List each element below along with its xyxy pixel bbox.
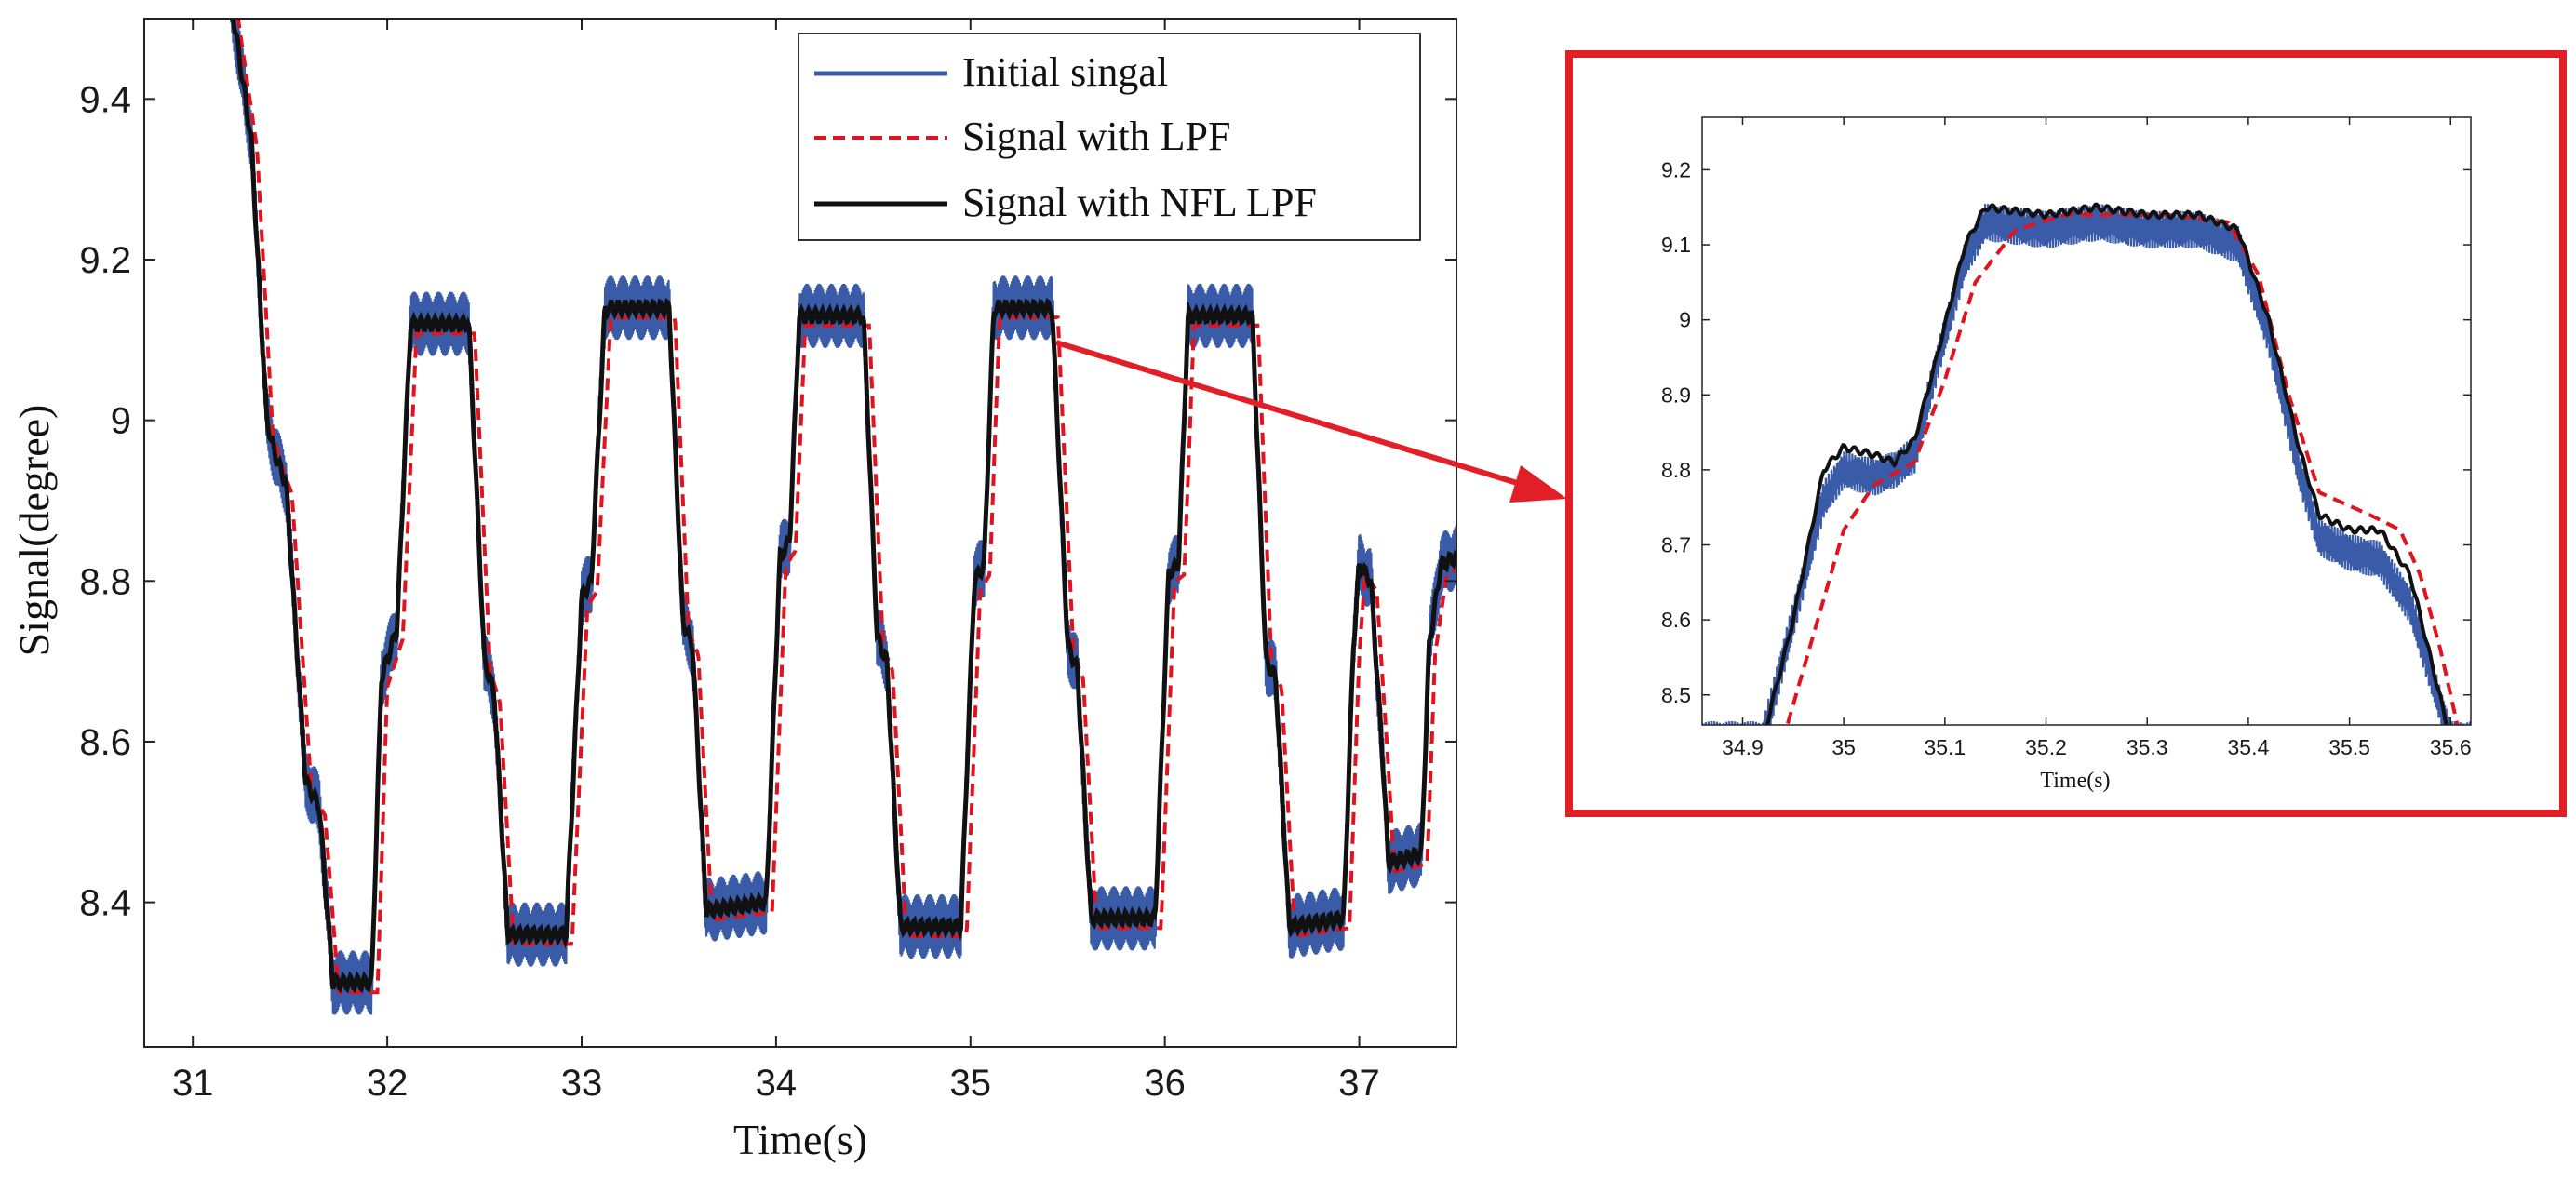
main-series-lpf xyxy=(235,19,1456,995)
zoom-y-tick-label: 8.8 xyxy=(1661,458,1691,482)
zoom-plot-lines xyxy=(1702,202,2471,725)
zoom-y-tick-label: 9.2 xyxy=(1661,157,1691,181)
legend-label-initial: Initial singal xyxy=(962,49,1168,95)
zoom-callout-arrow xyxy=(1055,340,1567,503)
zoom-series-lpf xyxy=(1785,212,2460,725)
zoom-x-tick-label: 35.3 xyxy=(2127,735,2168,759)
main-y-tick-label: 8.6 xyxy=(79,722,131,763)
zoom-y-tick-label: 9 xyxy=(1679,308,1691,332)
zoom-plot-frame xyxy=(1701,116,2472,726)
main-x-tick-label: 37 xyxy=(1338,1063,1380,1104)
zoom-x-tick-label: 35.1 xyxy=(1924,735,1966,759)
zoom-y-tick-label: 8.5 xyxy=(1661,683,1691,707)
main-x-tick-label: 36 xyxy=(1144,1063,1186,1104)
main-ticks: 31 32 33 34 35 36 37 8.4 8.6 8.8 9 9.2 9.4 xyxy=(79,19,1456,1104)
zoom-series-nfl xyxy=(1764,202,2449,725)
main-y-tick-label: 9.4 xyxy=(79,79,131,120)
zoom-x-tick-label: 35.4 xyxy=(2228,735,2270,759)
zoom-series-initial xyxy=(1702,204,2471,725)
zoom-inset-border xyxy=(1565,50,2567,817)
main-x-tick-label: 31 xyxy=(172,1063,214,1104)
legend: Initial singal Signal with LPF Signal wi… xyxy=(798,33,1421,241)
zoom-y-tick-label: 8.7 xyxy=(1661,533,1691,557)
zoom-x-tick-label: 34.9 xyxy=(1722,735,1764,759)
main-y-axis-label: Signal(degree) xyxy=(10,405,58,657)
zoom-x-axis-label: Time(s) xyxy=(2040,769,2110,793)
zoom-x-tick-label: 35.2 xyxy=(2025,735,2067,759)
legend-label-nfl: Signal with NFL LPF xyxy=(962,180,1317,225)
main-y-tick-label: 9.2 xyxy=(79,240,131,281)
main-plot-lines xyxy=(230,19,1456,1015)
main-y-tick-label: 9 xyxy=(111,401,131,442)
arrow-line xyxy=(1055,340,1527,489)
zoom-x-tick-label: 35 xyxy=(1831,735,1856,759)
zoom-x-tick-label: 35.6 xyxy=(2430,735,2472,759)
main-y-tick-label: 8.4 xyxy=(79,883,131,924)
arrow-head xyxy=(1509,465,1567,503)
main-chart: 31 32 33 34 35 36 37 8.4 8.6 8.8 9 9.2 9.4 Initial s… xyxy=(10,18,1457,1163)
main-x-tick-label: 32 xyxy=(367,1063,409,1104)
zoom-x-tick-label: 35.5 xyxy=(2328,735,2370,759)
main-x-tick-label: 35 xyxy=(950,1063,992,1104)
main-series-nfl xyxy=(230,19,1456,994)
main-x-axis-label: Time(s) xyxy=(733,1116,867,1163)
legend-label-lpf: Signal with LPF xyxy=(962,114,1231,159)
zoom-ticks: 34.9 35 35.1 35.2 35.3 35.4 35.5 35.6 8.5 8.6 8.7 8… xyxy=(1661,117,2472,759)
zoom-inset: 34.9 35 35.1 35.2 35.3 35.4 35.5 35.6 8.5 8.6 8.7 8… xyxy=(1565,50,2567,817)
zoom-y-tick-label: 9.1 xyxy=(1661,233,1691,257)
main-x-tick-label: 33 xyxy=(561,1063,603,1104)
main-plot-frame xyxy=(143,18,1457,1048)
main-x-tick-label: 34 xyxy=(756,1063,798,1104)
main-y-tick-label: 8.8 xyxy=(79,561,131,602)
zoom-y-tick-label: 8.9 xyxy=(1661,382,1691,407)
zoom-y-tick-label: 8.6 xyxy=(1661,608,1691,632)
